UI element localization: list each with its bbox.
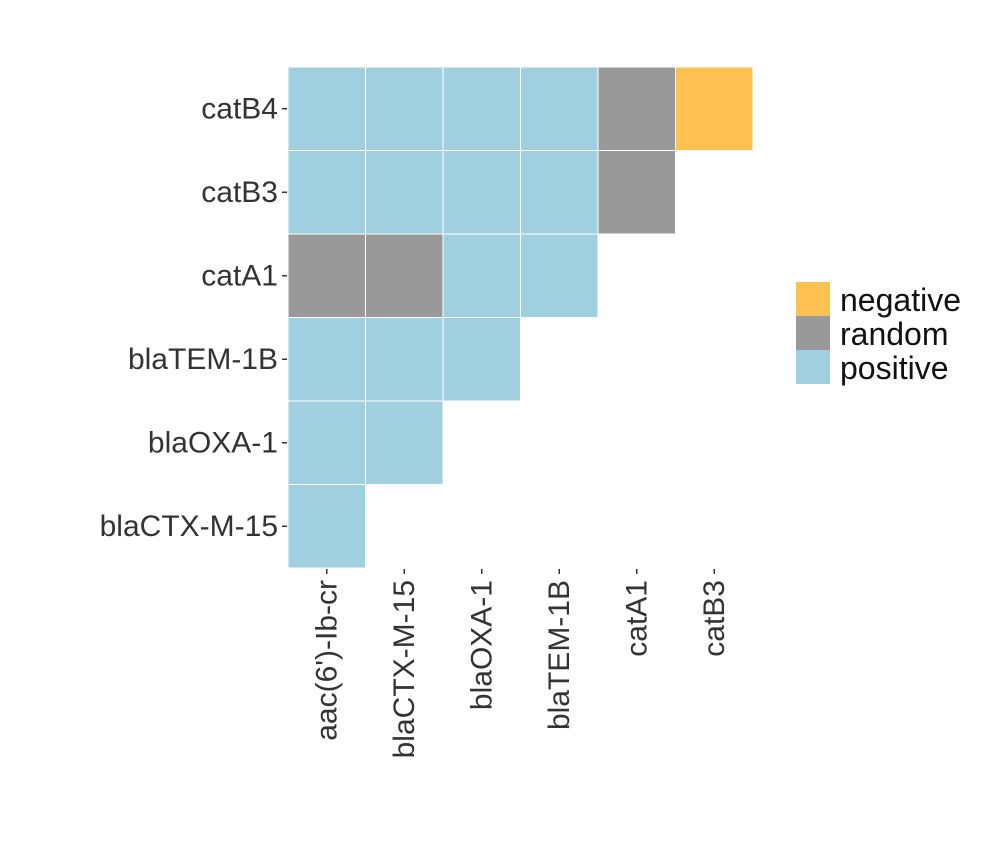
legend-label-random: random — [840, 316, 949, 352]
x-tick-label-aac-6-ib-cr: aac(6')-Ib-cr — [310, 580, 343, 741]
heatmap-cell-blactx-m-15-catb3 — [365, 150, 444, 235]
heatmap-cell-aac-6-ib-cr-blatem-1b — [287, 317, 366, 402]
y-tick-label-catb3: catB3 — [201, 176, 278, 209]
y-tick-label-blatem-1b: blaTEM-1B — [128, 343, 278, 376]
heatmap-cell-cata1-catb4 — [597, 66, 676, 151]
legend-swatch-negative — [796, 282, 830, 316]
heatmap-cell-aac-6-ib-cr-cata1 — [287, 233, 366, 318]
y-tick-label-catb4: catB4 — [201, 92, 278, 125]
heatmap-cell-aac-6-ib-cr-catb4 — [287, 66, 366, 151]
x-tick-label-cata1: catA1 — [620, 580, 653, 657]
y-axis: blaCTX-M-15 blaOXA-1 blaTEM-1B catA1 catB3 ca… — [100, 92, 287, 543]
heatmap-cell-catb3-catb4 — [675, 66, 754, 151]
heatmap-cell-blaoxa-1-blatem-1b — [442, 317, 521, 402]
x-tick-label-blatem-1b: blaTEM-1B — [543, 580, 576, 730]
x-tick-label-catb3: catB3 — [698, 580, 731, 657]
y-tick-label-blaoxa-1: blaOXA-1 — [148, 426, 278, 459]
legend-label-positive: positive — [840, 350, 949, 386]
y-tick-label-blactx-m-15: blaCTX-M-15 — [100, 510, 278, 543]
legend-label-negative: negative — [840, 282, 961, 318]
heatmap-cell-cata1-catb3 — [597, 150, 676, 235]
x-tick-label-blaoxa-1: blaOXA-1 — [465, 580, 498, 710]
heatmap-cell-blactx-m-15-cata1 — [365, 233, 444, 318]
heatmap-cell-blactx-m-15-catb4 — [365, 66, 444, 151]
heatmap-cell-blactx-m-15-blatem-1b — [365, 317, 444, 402]
heatmap-cell-blaoxa-1-catb3 — [442, 150, 521, 235]
heatmap-cell-blatem-1b-cata1 — [520, 233, 599, 318]
heatmap-cell-blatem-1b-catb4 — [520, 66, 599, 151]
heatmap-cell-blatem-1b-catb3 — [520, 150, 599, 235]
legend-swatch-random — [796, 316, 830, 350]
legend-swatch-positive — [796, 350, 830, 384]
heatmap-cells — [287, 66, 754, 569]
heatmap-cell-blactx-m-15-blaoxa-1 — [365, 400, 444, 485]
x-axis: aac(6')-Ib-cr blaCTX-M-15 blaOXA-1 blaTEM-1… — [310, 569, 731, 758]
heatmap-cell-blaoxa-1-cata1 — [442, 233, 521, 318]
x-tick-label-blactx-m-15: blaCTX-M-15 — [388, 580, 421, 758]
heatmap-cell-aac-6-ib-cr-blactx-m-15 — [287, 484, 366, 569]
heatmap-cell-blaoxa-1-catb4 — [442, 66, 521, 151]
y-tick-label-cata1: catA1 — [201, 259, 278, 292]
heatmap-cell-aac-6-ib-cr-blaoxa-1 — [287, 400, 366, 485]
heatmap-cell-aac-6-ib-cr-catb3 — [287, 150, 366, 235]
